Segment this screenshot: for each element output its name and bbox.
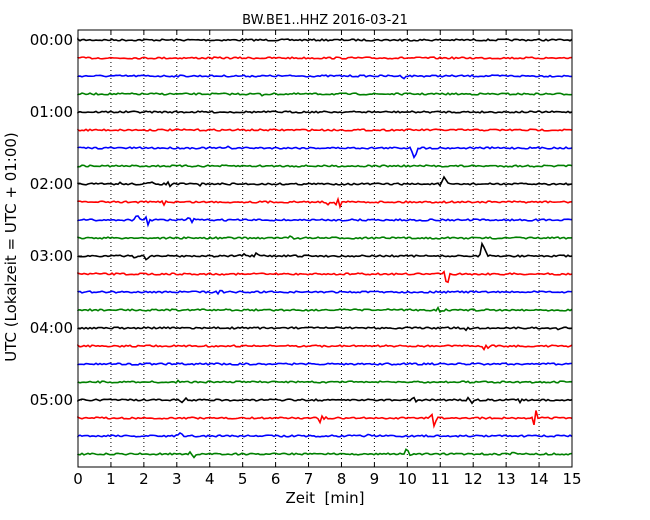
- y-axis-label: UTC (Lokalzeit = UTC + 01:00): [2, 132, 20, 362]
- seismic-trace: [77, 241, 573, 261]
- seismic-trace: [77, 362, 573, 366]
- trace-lines: [77, 37, 573, 459]
- seismic-trace: [77, 92, 573, 97]
- x-tick-label: 14: [530, 470, 549, 488]
- x-tick-label: 2: [139, 470, 149, 488]
- x-axis-ticks: 0 1 2 3 4 5 6 7 8 9 10 11 12 13 14 15: [73, 30, 582, 488]
- x-tick-label: 12: [464, 470, 483, 488]
- seismic-trace: [77, 305, 573, 314]
- chart-title: BW.BE1..HHZ 2016-03-21: [242, 13, 408, 28]
- seismic-trace: [77, 110, 573, 114]
- y-tick-label: 02:00: [30, 175, 73, 193]
- y-tick-label: 03:00: [30, 247, 73, 265]
- y-tick-label: 01:00: [30, 103, 73, 121]
- x-tick-label: 13: [497, 470, 516, 488]
- seismic-trace: [77, 128, 573, 132]
- x-tick-label: 6: [271, 470, 281, 488]
- seismic-trace: [77, 431, 573, 438]
- seismic-trace: [77, 343, 573, 351]
- x-axis-label: Zeit [min]: [285, 489, 364, 507]
- x-tick-label: 0: [73, 470, 83, 488]
- x-tick-label: 8: [337, 470, 347, 488]
- x-tick-label: 5: [238, 470, 248, 488]
- x-tick-label: 7: [304, 470, 314, 488]
- x-tick-label: 3: [172, 470, 182, 488]
- seismic-trace: [77, 196, 573, 210]
- y-tick-label: 05:00: [30, 391, 73, 409]
- seismic-trace: [77, 164, 573, 168]
- seismic-trace: [77, 410, 573, 429]
- plot-frame: [77, 29, 573, 468]
- x-tick-label: 4: [205, 470, 215, 488]
- x-tick-label: 15: [562, 470, 581, 488]
- seismic-trace: [77, 56, 573, 60]
- grid-lines: [110, 30, 540, 467]
- seismic-trace: [77, 270, 573, 284]
- x-tick-label: 10: [398, 470, 417, 488]
- seismic-trace: [77, 326, 573, 332]
- x-tick-label: 9: [370, 470, 380, 488]
- seismic-trace: [77, 175, 573, 188]
- seismic-trace: [77, 145, 573, 160]
- seismic-trace: [77, 448, 573, 459]
- y-axis-ticks: 00:00 01:00 02:00 03:00 04:00 05:00: [30, 31, 572, 409]
- x-tick-label: 1: [106, 470, 116, 488]
- seismic-trace: [77, 215, 573, 228]
- y-tick-label: 00:00: [30, 31, 73, 49]
- x-tick-label: 11: [431, 470, 450, 488]
- y-tick-label: 04:00: [30, 319, 73, 337]
- seismic-trace: [77, 74, 573, 80]
- seismic-trace: [77, 396, 573, 405]
- seismic-trace: [77, 235, 573, 240]
- seismic-trace: [77, 289, 573, 296]
- seismic-trace: [77, 379, 573, 384]
- seismic-trace: [77, 37, 573, 42]
